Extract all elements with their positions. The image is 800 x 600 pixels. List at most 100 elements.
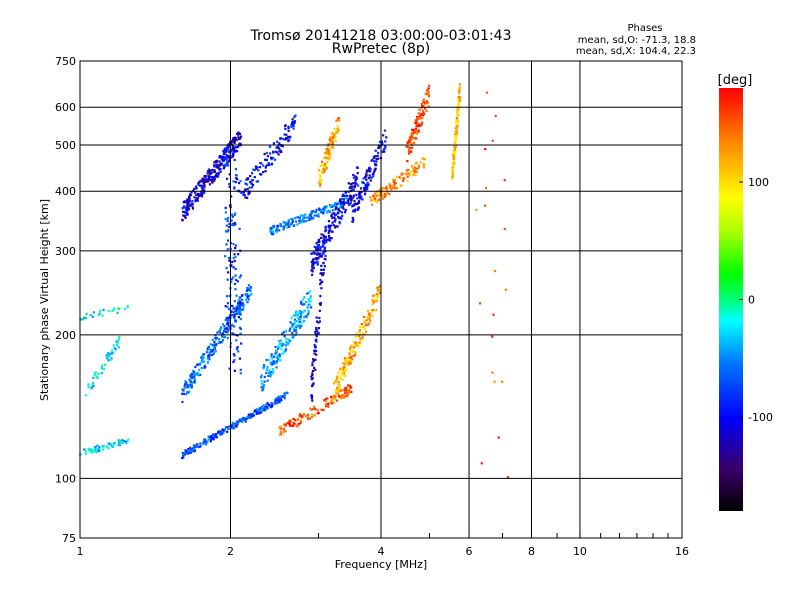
colorbar-label: [deg] bbox=[718, 73, 753, 88]
data-point bbox=[271, 403, 274, 407]
data-point bbox=[345, 386, 348, 390]
data-point bbox=[330, 142, 333, 145]
data-point bbox=[291, 118, 294, 121]
data-point bbox=[219, 170, 222, 173]
data-point bbox=[284, 124, 287, 127]
data-point bbox=[224, 147, 227, 150]
data-point bbox=[234, 278, 238, 282]
data-point bbox=[206, 440, 209, 443]
data-point bbox=[234, 309, 237, 312]
data-point bbox=[381, 186, 384, 190]
data-point bbox=[283, 392, 286, 395]
data-point bbox=[327, 152, 330, 156]
data-point bbox=[121, 439, 124, 442]
data-point bbox=[230, 156, 233, 159]
data-point bbox=[382, 134, 385, 137]
data-point bbox=[185, 208, 188, 211]
data-point bbox=[239, 274, 242, 277]
data-point bbox=[343, 361, 346, 364]
data-point bbox=[112, 344, 115, 347]
data-point bbox=[300, 302, 303, 305]
data-point bbox=[349, 194, 352, 197]
data-point bbox=[338, 386, 341, 389]
data-point bbox=[253, 410, 256, 414]
data-point bbox=[188, 379, 191, 382]
data-point bbox=[238, 132, 242, 135]
data-point bbox=[367, 183, 370, 186]
data-point bbox=[367, 316, 370, 319]
data-point bbox=[200, 193, 203, 197]
data-point bbox=[334, 226, 337, 229]
data-point bbox=[99, 309, 102, 313]
data-point bbox=[232, 425, 235, 428]
data-point bbox=[423, 158, 426, 161]
data-point bbox=[327, 235, 331, 238]
data-point bbox=[425, 109, 428, 112]
data-point bbox=[215, 172, 218, 175]
data-point bbox=[392, 180, 396, 183]
data-point bbox=[302, 319, 306, 323]
data-point bbox=[323, 169, 326, 172]
data-point bbox=[269, 375, 272, 378]
data-point bbox=[344, 359, 347, 362]
data-point bbox=[95, 375, 98, 378]
data-point bbox=[278, 426, 281, 429]
data-point bbox=[249, 174, 252, 178]
data-point bbox=[215, 161, 218, 164]
data-point bbox=[234, 320, 237, 323]
data-point bbox=[227, 216, 230, 219]
data-point bbox=[192, 375, 195, 378]
data-point bbox=[344, 390, 347, 393]
data-point bbox=[375, 199, 378, 202]
data-point bbox=[413, 167, 416, 171]
data-point bbox=[355, 342, 359, 345]
data-point bbox=[192, 448, 195, 451]
data-point bbox=[398, 176, 401, 179]
data-point bbox=[227, 164, 230, 167]
data-point bbox=[327, 209, 330, 212]
data-point bbox=[320, 160, 324, 163]
data-point bbox=[260, 162, 263, 165]
data-point bbox=[348, 356, 351, 359]
data-point bbox=[401, 172, 404, 175]
data-point bbox=[422, 112, 425, 115]
data-point bbox=[89, 314, 92, 317]
data-point bbox=[271, 402, 274, 405]
data-point bbox=[305, 300, 308, 304]
data-point bbox=[97, 449, 101, 452]
data-point bbox=[311, 372, 314, 375]
data-point bbox=[262, 164, 265, 167]
data-point bbox=[324, 225, 327, 228]
data-point bbox=[353, 341, 356, 344]
data-point bbox=[493, 270, 497, 273]
data-point bbox=[207, 438, 210, 441]
x-tick-label: 16 bbox=[675, 545, 689, 558]
data-point bbox=[100, 364, 104, 367]
data-point bbox=[301, 219, 304, 222]
data-point bbox=[287, 139, 290, 143]
data-point bbox=[297, 422, 301, 426]
data-point bbox=[240, 191, 243, 194]
data-point bbox=[124, 440, 127, 443]
data-point bbox=[372, 199, 375, 202]
data-point bbox=[360, 322, 363, 326]
data-point bbox=[248, 288, 251, 291]
data-point bbox=[239, 419, 242, 423]
data-point bbox=[286, 222, 290, 225]
data-point bbox=[269, 403, 273, 406]
data-point bbox=[312, 267, 315, 270]
data-point bbox=[245, 289, 248, 292]
data-point bbox=[418, 115, 421, 118]
data-point bbox=[234, 274, 237, 277]
data-point bbox=[375, 297, 378, 300]
data-point bbox=[227, 327, 230, 330]
data-point bbox=[289, 419, 292, 422]
data-point bbox=[181, 400, 184, 404]
data-point bbox=[285, 136, 288, 140]
data-point bbox=[323, 207, 326, 210]
data-point bbox=[197, 195, 200, 198]
data-point bbox=[239, 302, 242, 305]
data-point bbox=[291, 220, 295, 223]
data-point bbox=[316, 214, 319, 217]
data-point bbox=[458, 89, 461, 93]
